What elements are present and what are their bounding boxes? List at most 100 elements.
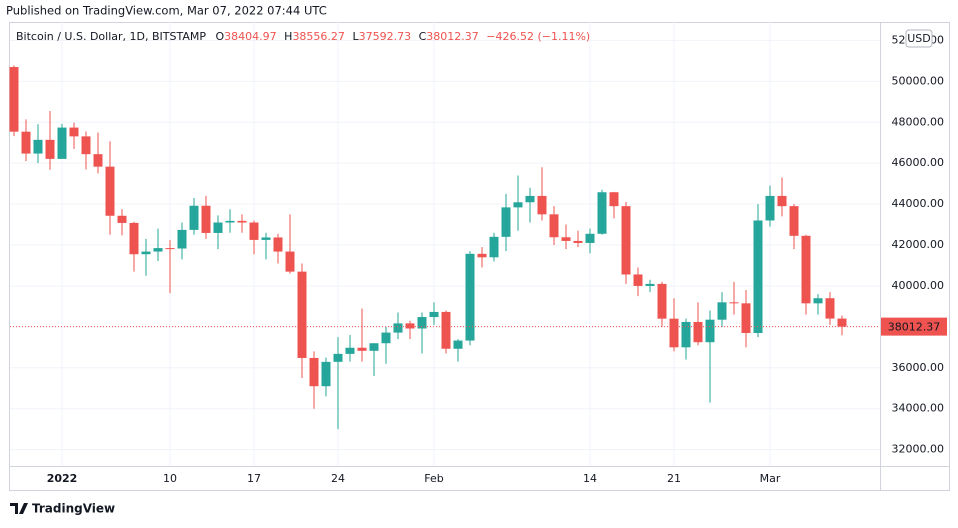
candle-body bbox=[33, 139, 43, 154]
candle-body bbox=[381, 332, 391, 344]
candle-body bbox=[813, 298, 823, 304]
candle-body bbox=[393, 323, 403, 333]
candle-body bbox=[285, 251, 295, 272]
y-tick-label: 46000.00 bbox=[892, 156, 945, 169]
candle-body bbox=[129, 222, 139, 255]
candle-body bbox=[333, 353, 343, 362]
currency-badge[interactable] bbox=[905, 29, 933, 48]
candle-body bbox=[201, 205, 211, 233]
candle-body bbox=[825, 298, 835, 319]
y-tick-label: 40000.00 bbox=[892, 279, 945, 292]
ohlc-value: 38012.37 bbox=[426, 30, 479, 43]
candle-body bbox=[81, 136, 91, 155]
y-tick-label: 44000.00 bbox=[892, 197, 945, 210]
candle-body bbox=[177, 229, 187, 249]
candle-body bbox=[441, 311, 451, 349]
candle-body bbox=[117, 215, 127, 223]
candle-body bbox=[561, 237, 571, 241]
candle-body bbox=[453, 340, 463, 349]
candle-body bbox=[477, 253, 487, 258]
x-tick-label: 17 bbox=[247, 472, 261, 485]
currency-label: USD bbox=[907, 32, 931, 45]
candle-body bbox=[489, 236, 499, 258]
y-tick-label: 36000.00 bbox=[892, 361, 945, 374]
candle-body bbox=[621, 206, 631, 275]
candle-body bbox=[369, 343, 379, 351]
candle-body bbox=[249, 222, 259, 240]
candle-body bbox=[789, 206, 799, 236]
candle-body bbox=[549, 214, 559, 238]
candle-body bbox=[225, 220, 235, 223]
candle-body bbox=[717, 302, 727, 320]
candle-body bbox=[45, 139, 55, 159]
symbol-title: Bitcoin / U.S. Dollar, 1D, BITSTAMP bbox=[16, 30, 206, 43]
candle-body bbox=[321, 361, 331, 387]
ohlc-value: 38404.97 bbox=[224, 30, 277, 43]
axes: 32000.0034000.0036000.0038000.0040000.00… bbox=[47, 33, 947, 485]
footer-logo bbox=[10, 503, 28, 514]
candle-body bbox=[261, 237, 271, 240]
candle-body bbox=[189, 205, 199, 230]
candle-body bbox=[801, 235, 811, 304]
candle-body bbox=[501, 207, 511, 237]
symbol-header: Bitcoin / U.S. Dollar, 1D, BITSTAMP O384… bbox=[16, 30, 590, 43]
x-tick-label: 14 bbox=[583, 472, 597, 485]
candle-body bbox=[153, 248, 163, 252]
y-tick-label: 34000.00 bbox=[892, 402, 945, 415]
published-note: Published on TradingView.com, Mar 07, 20… bbox=[6, 4, 327, 18]
candle-body bbox=[777, 195, 787, 207]
candle-body bbox=[105, 166, 115, 216]
last-price-tag bbox=[881, 317, 947, 336]
candle-body bbox=[429, 311, 439, 318]
candle-body bbox=[165, 248, 175, 250]
candle-body bbox=[585, 233, 595, 243]
x-tick-label: Mar bbox=[760, 472, 781, 485]
candle-body bbox=[417, 317, 427, 329]
candle-body bbox=[405, 323, 415, 329]
candle-body bbox=[69, 127, 79, 137]
candle-body bbox=[357, 347, 367, 351]
candle-body bbox=[537, 195, 547, 215]
candle-body bbox=[237, 220, 247, 223]
ohlc-label: O bbox=[215, 30, 224, 43]
candle-body bbox=[837, 318, 847, 327]
candle-body bbox=[9, 67, 19, 132]
ohlc-value: 38556.27 bbox=[292, 30, 345, 43]
chart-frame bbox=[9, 22, 950, 491]
candle-body bbox=[297, 271, 307, 358]
candle-body bbox=[465, 253, 475, 341]
candle-body bbox=[741, 303, 751, 334]
ohlc-label: H bbox=[284, 30, 292, 43]
candle-body bbox=[21, 131, 31, 154]
ohlc-label: C bbox=[419, 30, 427, 43]
candle-body bbox=[213, 222, 223, 233]
candle-body bbox=[345, 347, 355, 354]
candle-body bbox=[525, 195, 535, 203]
candle-body bbox=[597, 192, 607, 234]
y-tick-label: 42000.00 bbox=[892, 238, 945, 251]
x-tick-label: 10 bbox=[163, 472, 177, 485]
candle-body bbox=[657, 283, 667, 319]
x-tick-label: 2022 bbox=[47, 472, 78, 485]
y-tick-label: 50000.00 bbox=[892, 74, 945, 87]
ohlc-label: L bbox=[352, 30, 359, 43]
candle-body bbox=[609, 192, 619, 207]
candle-body bbox=[633, 274, 643, 286]
candle-body bbox=[765, 195, 775, 221]
candle-body bbox=[753, 220, 763, 334]
x-tick-label: 24 bbox=[331, 472, 345, 485]
y-tick-label: 32000.00 bbox=[892, 443, 945, 456]
candle-body bbox=[705, 319, 715, 343]
candle-body bbox=[141, 251, 151, 255]
candle-body bbox=[681, 321, 691, 348]
footer-brand: TradingView bbox=[32, 502, 115, 516]
candle-body bbox=[93, 154, 103, 167]
last-price-label: 38012.37 bbox=[888, 321, 941, 334]
candle-body bbox=[573, 240, 583, 243]
candle-body bbox=[273, 237, 283, 252]
candle-body bbox=[513, 202, 523, 208]
candle-body bbox=[645, 283, 655, 286]
grid bbox=[10, 22, 880, 466]
change-value: −426.52 (−1.11%) bbox=[486, 30, 590, 43]
